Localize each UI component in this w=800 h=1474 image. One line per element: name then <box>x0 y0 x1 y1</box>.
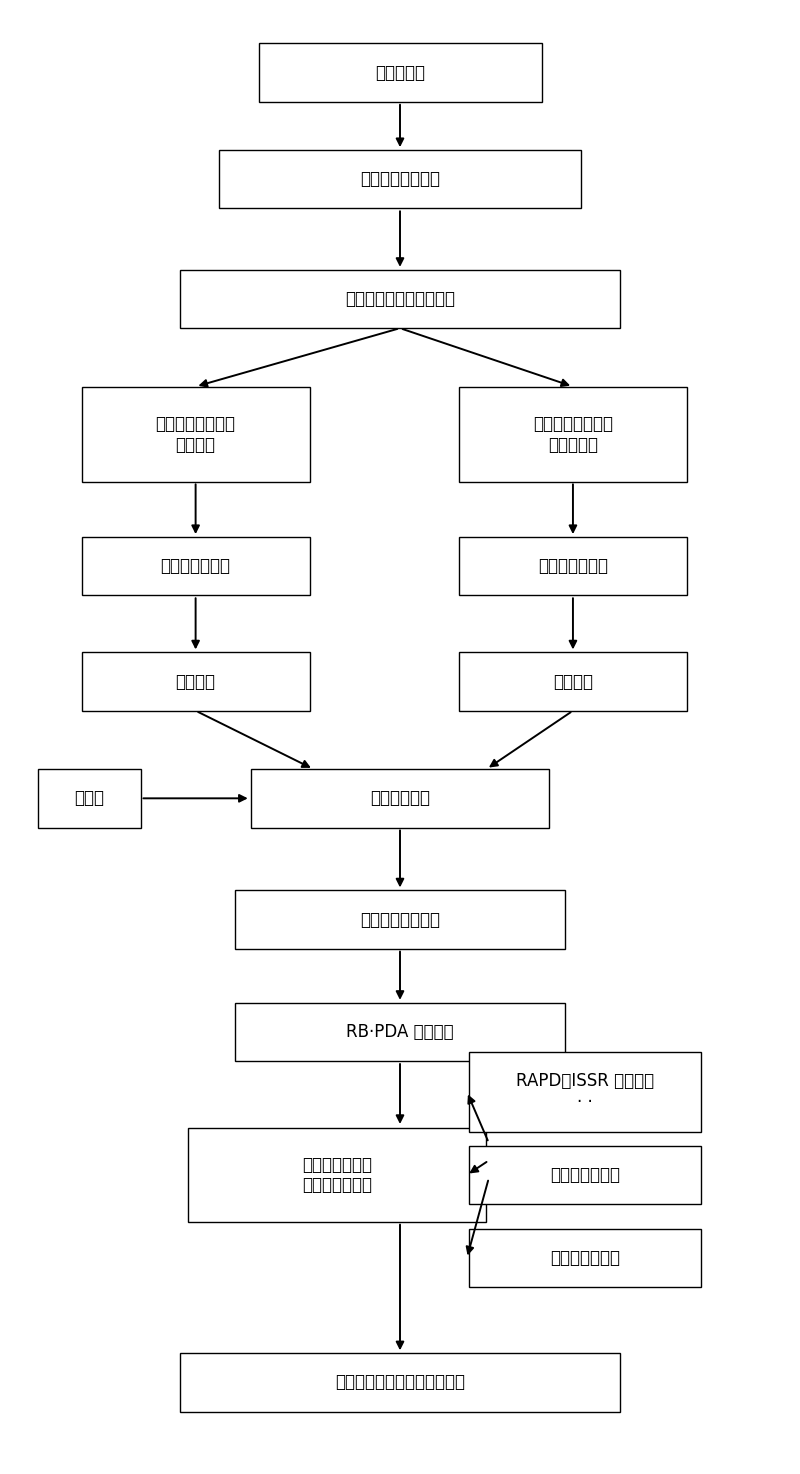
FancyBboxPatch shape <box>82 388 310 482</box>
FancyBboxPatch shape <box>459 537 687 595</box>
FancyBboxPatch shape <box>459 653 687 710</box>
FancyBboxPatch shape <box>469 1229 701 1287</box>
FancyBboxPatch shape <box>38 769 141 827</box>
FancyBboxPatch shape <box>235 890 565 949</box>
FancyBboxPatch shape <box>188 1128 486 1222</box>
Text: 漆酶活性高、生长
快风尾菇: 漆酶活性高、生长 快风尾菇 <box>156 416 236 454</box>
FancyBboxPatch shape <box>180 1353 620 1412</box>
Text: 原生质体的制备: 原生质体的制备 <box>161 557 230 575</box>
Text: 保留活性: 保留活性 <box>553 672 593 690</box>
FancyBboxPatch shape <box>250 769 550 827</box>
Text: 融合子的再生培养: 融合子的再生培养 <box>360 911 440 929</box>
FancyBboxPatch shape <box>469 1051 701 1132</box>
Text: RB·PDA 平板筛选: RB·PDA 平板筛选 <box>346 1023 454 1041</box>
FancyBboxPatch shape <box>235 1002 565 1061</box>
Text: 融合剂: 融合剂 <box>74 789 105 808</box>
FancyBboxPatch shape <box>82 653 310 710</box>
Text: 出菇试验及生产性能的初步评: 出菇试验及生产性能的初步评 <box>335 1374 465 1391</box>
FancyBboxPatch shape <box>459 388 687 482</box>
Text: 同功酶电泳分析: 同功酶电泳分析 <box>550 1166 620 1184</box>
Text: 融合菌株的鉴定
及遗传稳定性分: 融合菌株的鉴定 及遗传稳定性分 <box>302 1156 372 1194</box>
Text: 灭活处理: 灭活处理 <box>176 672 216 690</box>
FancyBboxPatch shape <box>469 1145 701 1204</box>
FancyBboxPatch shape <box>180 270 620 329</box>
FancyBboxPatch shape <box>219 150 581 208</box>
Text: 形态学研究分析: 形态学研究分析 <box>550 1250 620 1268</box>
FancyBboxPatch shape <box>258 43 542 102</box>
Text: 原生质体的制备: 原生质体的制备 <box>538 557 608 575</box>
Text: RAPD、ISSR 分子标记
· ·: RAPD、ISSR 分子标记 · · <box>516 1073 654 1111</box>
Text: 生长速度及漆酶活性测定: 生长速度及漆酶活性测定 <box>345 290 455 308</box>
Text: 无漆酶活性、生长
慢的斑玉蕈: 无漆酶活性、生长 慢的斑玉蕈 <box>533 416 613 454</box>
Text: 原生质体融合: 原生质体融合 <box>370 789 430 808</box>
FancyBboxPatch shape <box>82 537 310 595</box>
Text: 菌种的活化: 菌种的活化 <box>375 63 425 81</box>
Text: 两种菌的扩大培养: 两种菌的扩大培养 <box>360 170 440 189</box>
